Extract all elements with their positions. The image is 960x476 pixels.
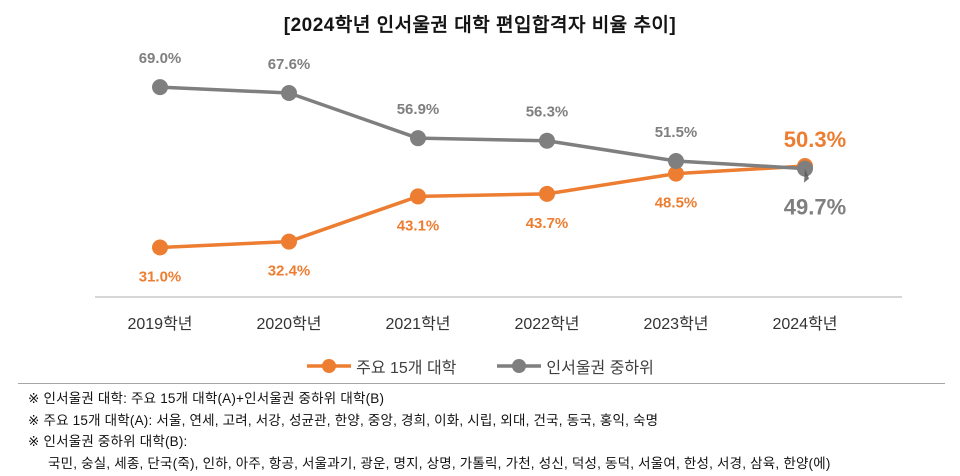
footnote-line: ※ 주요 15개 대학(A): 서울, 연세, 고려, 서강, 성균관, 한양,… xyxy=(28,412,659,428)
footnote-separator-line xyxy=(18,383,945,384)
series-line xyxy=(158,85,807,171)
data-label: 43.1% xyxy=(397,217,440,234)
x-tick-label: 2019학년 xyxy=(127,315,192,333)
footnote-line: 국민, 숭실, 세종, 단국(죽), 인하, 아주, 항공, 서울과기, 광운,… xyxy=(48,455,831,471)
data-label: 56.9% xyxy=(397,101,440,118)
line-chart: 31.0% 32.4% 43.1% 43.7% 48.5% 50.3% 69.0% 67.6%… xyxy=(95,50,902,333)
data-point xyxy=(668,152,684,169)
footnote-line: ※ 인서울권 중하위 대학(B): xyxy=(28,434,188,449)
data-point xyxy=(410,188,426,205)
x-tick-label: 2020학년 xyxy=(256,315,321,333)
x-tick-label: 2024학년 xyxy=(772,315,837,333)
data-point xyxy=(539,185,555,202)
data-label: 49.7% xyxy=(784,195,846,220)
line-dot-marker-icon xyxy=(497,359,542,373)
data-label: 43.7% xyxy=(526,215,569,232)
legend-label: 인서울권 중하위 xyxy=(546,360,654,377)
data-label: 32.4% xyxy=(268,263,311,280)
data-label: 51.5% xyxy=(655,124,698,141)
chart-legend: 주요 15개 대학 인서울권 중하위 xyxy=(0,352,960,380)
data-point xyxy=(152,79,168,96)
data-point xyxy=(410,130,426,147)
footnotes: ※ 인서울권 대학: 주요 15개 대학(A)+인서울권 중하위 대학(B) ※… xyxy=(28,388,948,474)
mouse-cursor-icon xyxy=(804,168,809,183)
data-label: 31.0% xyxy=(139,268,182,285)
footnote-line: ※ 인서울권 대학: 주요 15개 대학(A)+인서울권 중하위 대학(B) xyxy=(28,391,385,406)
data-label: 50.3% xyxy=(784,127,846,152)
data-point xyxy=(668,165,684,182)
data-label: 48.5% xyxy=(655,195,698,212)
x-tick-label: 2022학년 xyxy=(514,315,579,333)
data-label: 67.6% xyxy=(268,56,311,73)
data-label: 56.3% xyxy=(526,104,569,121)
data-point xyxy=(281,85,297,102)
data-label: 69.0% xyxy=(139,50,182,67)
series-line xyxy=(158,164,807,250)
data-point xyxy=(281,233,297,250)
chart-title: [2024학년 인서울권 대학 편입합격자 비율 추이] xyxy=(283,15,677,36)
line-dot-marker-icon xyxy=(307,359,352,373)
legend-item-midlow: 인서울권 중하위 xyxy=(496,354,654,378)
x-tick-label: 2021학년 xyxy=(385,315,450,333)
x-tick-label: 2023학년 xyxy=(643,315,708,333)
legend-label: 주요 15개 대학 xyxy=(356,360,457,377)
legend-item-major15: 주요 15개 대학 xyxy=(306,354,456,378)
data-point xyxy=(539,132,555,149)
data-point xyxy=(152,239,168,256)
